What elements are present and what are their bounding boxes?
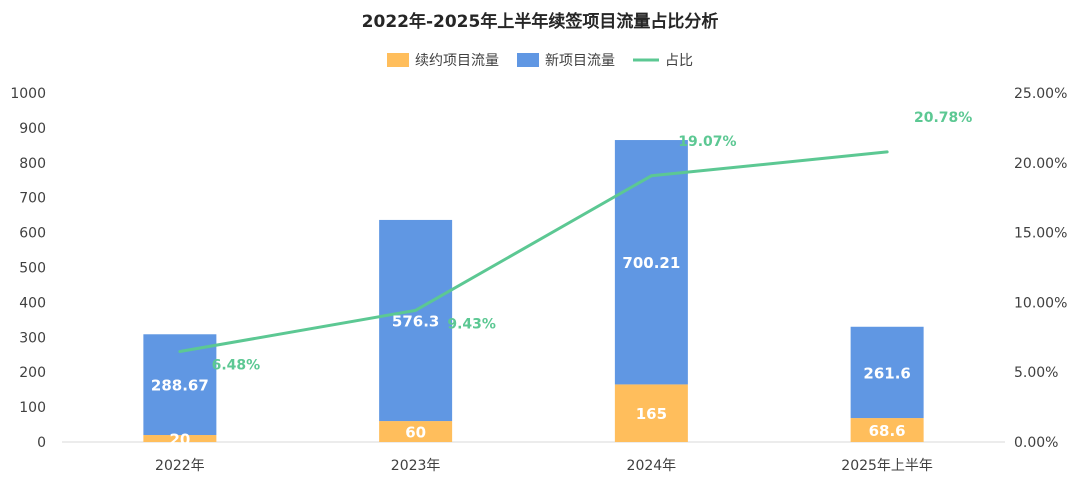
x-tick-label: 2025年上半年 <box>841 458 933 474</box>
y-right-tick-label: 5.00% <box>1014 365 1058 381</box>
x-tick-label: 2022年 <box>155 458 205 474</box>
legend-label: 占比 <box>665 53 693 69</box>
bar-new <box>379 219 453 422</box>
x-axis: 2022年 2023年 2024年 2025年上半年 <box>62 441 1005 474</box>
y-left-tick-label: 700 <box>19 191 46 207</box>
y-right-tick-label: 20.00% <box>1014 156 1067 172</box>
line-ratio <box>178 150 889 354</box>
x-tick-label: 2024年 <box>627 458 677 474</box>
y-left-tick-label: 1000 <box>10 86 46 102</box>
bar-data-label: 60 <box>405 424 426 442</box>
y-left-tick-label: 300 <box>19 330 46 346</box>
bars-group <box>143 140 924 442</box>
y-right-tick-label: 10.00% <box>1014 295 1067 311</box>
y-left-tick-label: 100 <box>19 400 46 416</box>
y-right-tick-label: 15.00% <box>1014 226 1067 242</box>
y-right-tick-label: 25.00% <box>1014 86 1067 102</box>
legend-label: 新项目流量 <box>545 53 615 69</box>
legend: 续约项目流量 新项目流量 占比 <box>387 52 693 69</box>
line-data-label: 20.78% <box>914 110 972 126</box>
data-labels-group: 20 288.67 60 576.3 165 700.21 68.6 261.6 6.48% 9.… <box>151 110 972 449</box>
bar-data-label: 261.6 <box>863 364 910 382</box>
bar-data-label: 288.67 <box>151 377 209 395</box>
bar-data-label: 576.3 <box>392 312 439 330</box>
bar-renewal <box>143 435 217 442</box>
line-data-label: 19.07% <box>678 134 736 150</box>
bar-new <box>850 326 924 419</box>
y-left-tick-label: 900 <box>19 121 46 137</box>
y-left-tick-label: 500 <box>19 261 46 277</box>
line-data-label: 9.43% <box>447 316 496 332</box>
y-axis-right: 0.00% 5.00% 10.00% 15.00% 20.00% 25.00% <box>1014 86 1067 451</box>
bar-renewal <box>850 418 924 442</box>
y-left-tick-label: 200 <box>19 365 46 381</box>
bar-renewal <box>614 384 688 442</box>
bar-data-label: 165 <box>636 405 667 423</box>
x-tick-label: 2023年 <box>391 458 441 474</box>
legend-swatch <box>517 53 539 67</box>
legend-label: 续约项目流量 <box>415 52 499 69</box>
y-right-tick-label: 0.00% <box>1014 435 1058 451</box>
bar-new <box>614 140 688 385</box>
line-series-group <box>178 150 889 354</box>
bar-data-label: 68.6 <box>869 422 906 440</box>
y-left-tick-label: 600 <box>19 226 46 242</box>
bar-data-label: 700.21 <box>622 254 680 272</box>
y-axis-left: 0 100 200 300 400 500 600 700 800 900 1000 <box>10 86 46 451</box>
y-left-tick-label: 400 <box>19 295 46 311</box>
legend-swatch <box>387 53 409 67</box>
y-left-tick-label: 0 <box>37 435 46 451</box>
y-left-tick-label: 800 <box>19 156 46 172</box>
line-data-label: 6.48% <box>212 358 261 374</box>
chart-title: 2022年-2025年上半年续签项目流量占比分析 <box>362 11 719 32</box>
bar-renewal <box>379 421 453 442</box>
bar-data-label: 20 <box>169 431 190 449</box>
